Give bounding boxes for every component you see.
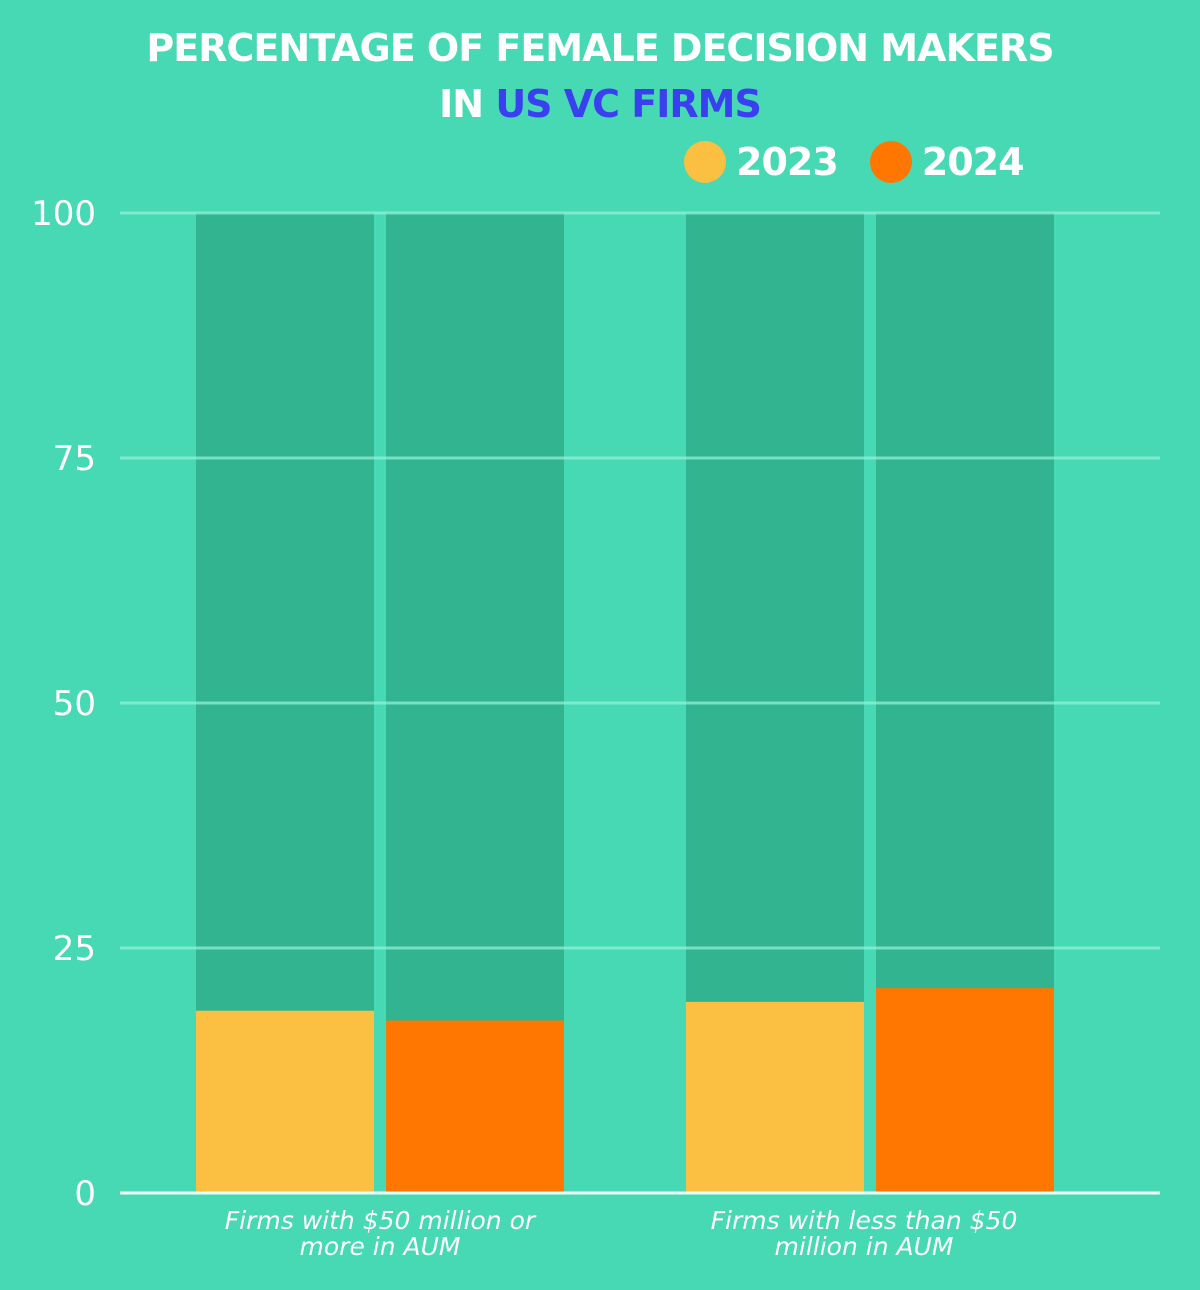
bar-1-2023: [196, 1010, 374, 1193]
y-tick-label-50: 50: [53, 684, 96, 724]
legend: 2023 2024: [684, 140, 1056, 184]
bar-2-2023: [686, 1001, 864, 1193]
y-tick-label-0: 0: [74, 1174, 96, 1214]
legend-label-2023: 2023: [736, 140, 839, 184]
y-tick-label-75: 75: [53, 439, 96, 479]
x-label-group-2-line1: Firms with less than $50: [710, 1206, 1018, 1235]
x-label-group-2: Firms with less than $50 million in AUM: [654, 1208, 1074, 1260]
bar-1-2024: [386, 1020, 564, 1193]
x-label-group-2-line2: million in AUM: [774, 1232, 954, 1261]
chart-title-line2: IN US VC FIRMS: [0, 82, 1200, 126]
legend-swatch-2024: [869, 141, 912, 183]
legend-label-2024: 2024: [921, 140, 1025, 184]
x-label-group-1-line2: more in AUM: [299, 1232, 461, 1261]
bar-2-2024: [876, 988, 1054, 1193]
x-label-group-1: Firms with $50 million or more in AUM: [170, 1208, 590, 1260]
legend-item-2024: 2024: [869, 140, 1025, 184]
y-tick-label-100: 100: [31, 194, 96, 234]
x-label-group-1-line1: Firms with $50 million or: [224, 1206, 536, 1235]
legend-item-2023: 2023: [684, 140, 839, 184]
chart-title-prefix: IN: [439, 82, 496, 126]
chart-title-accent: US VC FIRMS: [495, 82, 762, 126]
legend-swatch-2023: [684, 141, 726, 183]
chart-title-line1: PERCENTAGE OF FEMALE DECISION MAKERS: [146, 26, 1054, 70]
y-tick-label-25: 25: [53, 929, 96, 969]
